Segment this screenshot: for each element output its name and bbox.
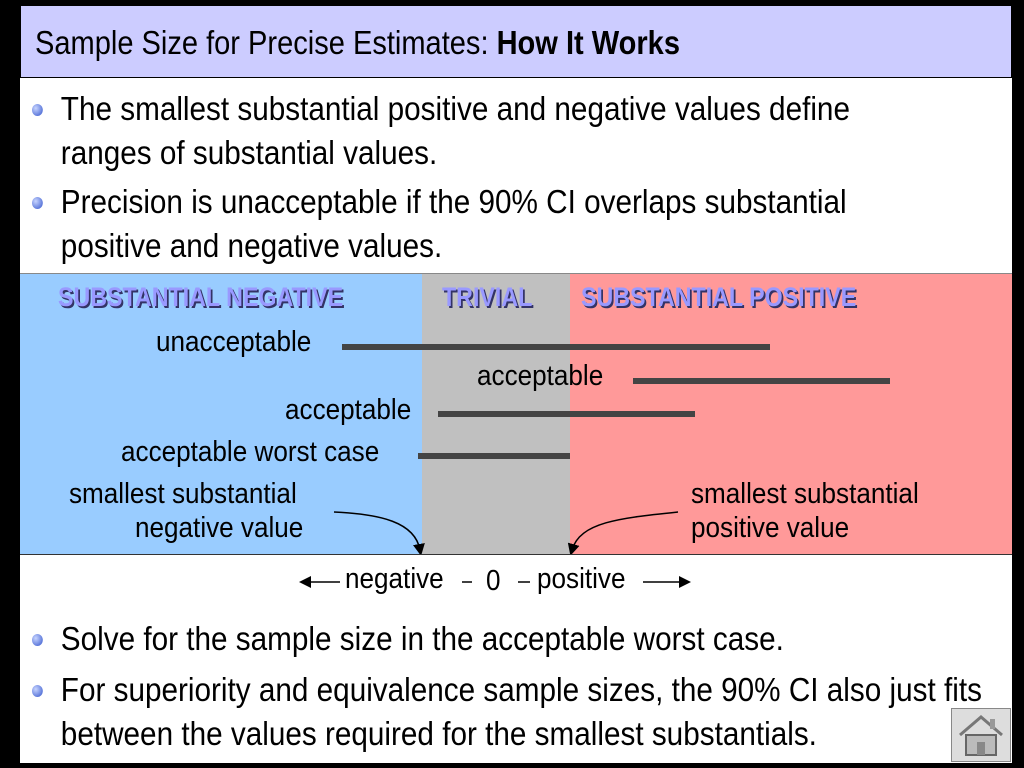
- axis-arrows: [299, 576, 691, 588]
- arrow-negative-threshold: [333, 511, 425, 554]
- home-icon: [959, 715, 1003, 756]
- annotation-negative-line2: negative value: [135, 512, 304, 544]
- axis-label-zero: 0: [486, 565, 501, 597]
- slide: Sample Size for Precise Estimates: How I…: [20, 5, 1012, 763]
- bullet-text: For superiority and equivalence sample s…: [60, 671, 982, 752]
- label-acceptable-positive: acceptable: [477, 360, 604, 392]
- label-acceptable-worst-case: acceptable worst case: [121, 436, 380, 468]
- annotation-positive-line1: smallest substantial: [691, 478, 919, 510]
- bullet-dot-icon: [32, 634, 43, 646]
- annotation-negative-line1: smallest substantial: [69, 478, 297, 510]
- label-unacceptable: unacceptable: [156, 326, 312, 358]
- range-diagram: SUBSTANTIAL NEGATIVE TRIVIAL SUBSTANTIAL…: [20, 273, 1012, 555]
- bullet-text: Solve for the sample size in the accepta…: [60, 620, 784, 657]
- annotation-arrows: [333, 511, 679, 554]
- home-button[interactable]: [951, 708, 1011, 762]
- bullet-text: The smallest substantial positive and ne…: [60, 90, 850, 171]
- zone-substantial-negative: [20, 274, 422, 554]
- ci-bar-worst-case: [418, 453, 570, 459]
- bullet-dot-icon: [32, 685, 43, 697]
- title-bold: How It Works: [496, 24, 680, 61]
- axis-label-positive: positive: [537, 563, 626, 595]
- annotation-positive-line2: positive value: [691, 512, 850, 544]
- bullet-item: Precision is unacceptable if the 90% CI …: [32, 180, 986, 268]
- title-main: Sample Size for Precise Estimates:: [35, 24, 497, 61]
- label-acceptable: acceptable: [285, 394, 412, 426]
- bullet-dot-icon: [32, 197, 43, 209]
- bullet-dot-icon: [32, 104, 43, 116]
- zone-label-negative: SUBSTANTIAL NEGATIVE: [58, 282, 344, 312]
- title-bar: Sample Size for Precise Estimates: How I…: [20, 5, 1012, 78]
- bullet-item: For superiority and equivalence sample s…: [32, 668, 986, 756]
- zone-label-trivial: TRIVIAL: [442, 282, 533, 312]
- ci-bar-acceptable: [438, 411, 695, 417]
- bullet-item: The smallest substantial positive and ne…: [32, 87, 986, 175]
- slide-title: Sample Size for Precise Estimates: How I…: [35, 24, 680, 62]
- bullet-text: Precision is unacceptable if the 90% CI …: [60, 183, 847, 264]
- arrow-positive-threshold: [567, 511, 679, 554]
- axis-label-negative: negative: [345, 563, 444, 595]
- ci-bar-unacceptable: [342, 344, 770, 350]
- bullet-item: Solve for the sample size in the accepta…: [32, 617, 986, 661]
- zone-label-positive: SUBSTANTIAL POSITIVE: [581, 282, 857, 312]
- ci-bar-acceptable-positive: [633, 378, 890, 384]
